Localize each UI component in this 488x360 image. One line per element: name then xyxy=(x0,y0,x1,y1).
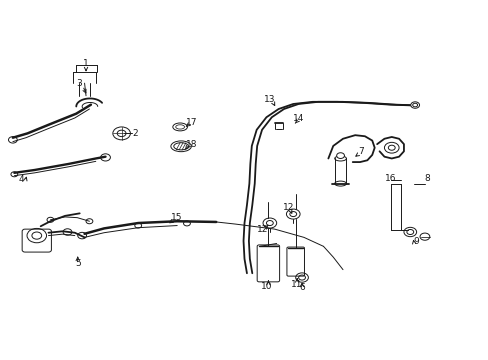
Circle shape xyxy=(410,102,419,108)
Circle shape xyxy=(336,153,344,158)
Text: 3: 3 xyxy=(76,79,81,88)
Text: 17: 17 xyxy=(186,118,197,127)
Text: 13: 13 xyxy=(264,95,275,104)
Text: 1: 1 xyxy=(83,59,89,68)
Text: 12: 12 xyxy=(282,203,293,212)
Text: 16: 16 xyxy=(384,174,396,183)
Text: 4: 4 xyxy=(19,175,24,184)
Text: 18: 18 xyxy=(186,140,197,149)
Text: 10: 10 xyxy=(260,282,272,291)
Text: 15: 15 xyxy=(170,213,182,222)
Text: 2: 2 xyxy=(132,129,137,138)
Text: 8: 8 xyxy=(424,174,429,183)
Text: 7: 7 xyxy=(358,147,364,156)
Text: 12: 12 xyxy=(257,225,268,234)
Text: 5: 5 xyxy=(75,259,81,268)
Text: 11: 11 xyxy=(291,280,302,289)
Text: 9: 9 xyxy=(412,237,418,246)
Text: 6: 6 xyxy=(299,283,305,292)
Text: 14: 14 xyxy=(293,114,304,123)
